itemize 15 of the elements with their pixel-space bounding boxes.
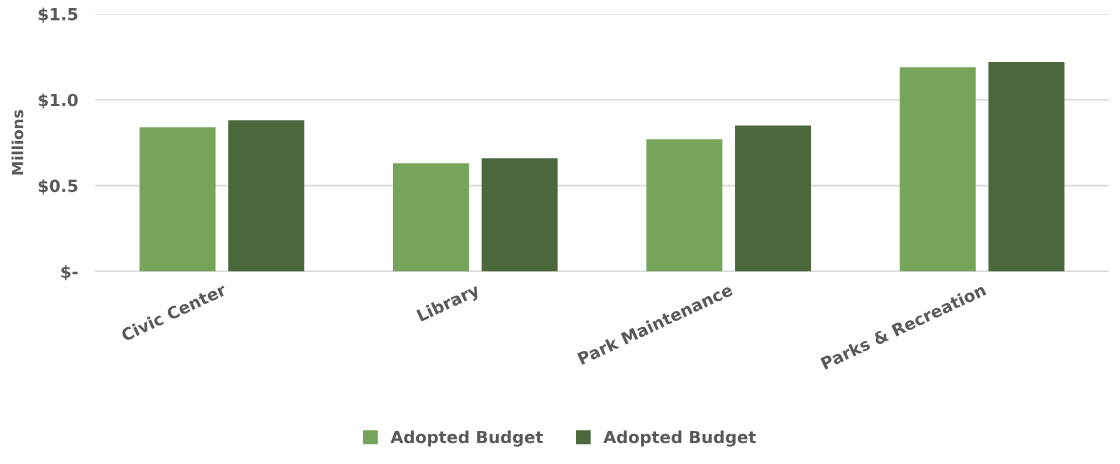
bar (228, 120, 305, 272)
legend-label: Adopted Budget (603, 430, 756, 447)
bar (988, 61, 1065, 272)
y-tick-label: $- (61, 265, 78, 281)
y-axis-title: Millions (11, 110, 24, 175)
bar (481, 158, 558, 272)
y-tick-label: $1.0 (38, 93, 78, 109)
legend-label: Adopted Budget (390, 430, 543, 447)
bar (899, 67, 976, 272)
y-tick-label: $0.5 (38, 179, 78, 195)
y-tick-label: $1.5 (38, 7, 78, 23)
bar (139, 127, 216, 272)
bar (646, 139, 723, 272)
bar (735, 125, 812, 272)
bar (392, 163, 469, 272)
